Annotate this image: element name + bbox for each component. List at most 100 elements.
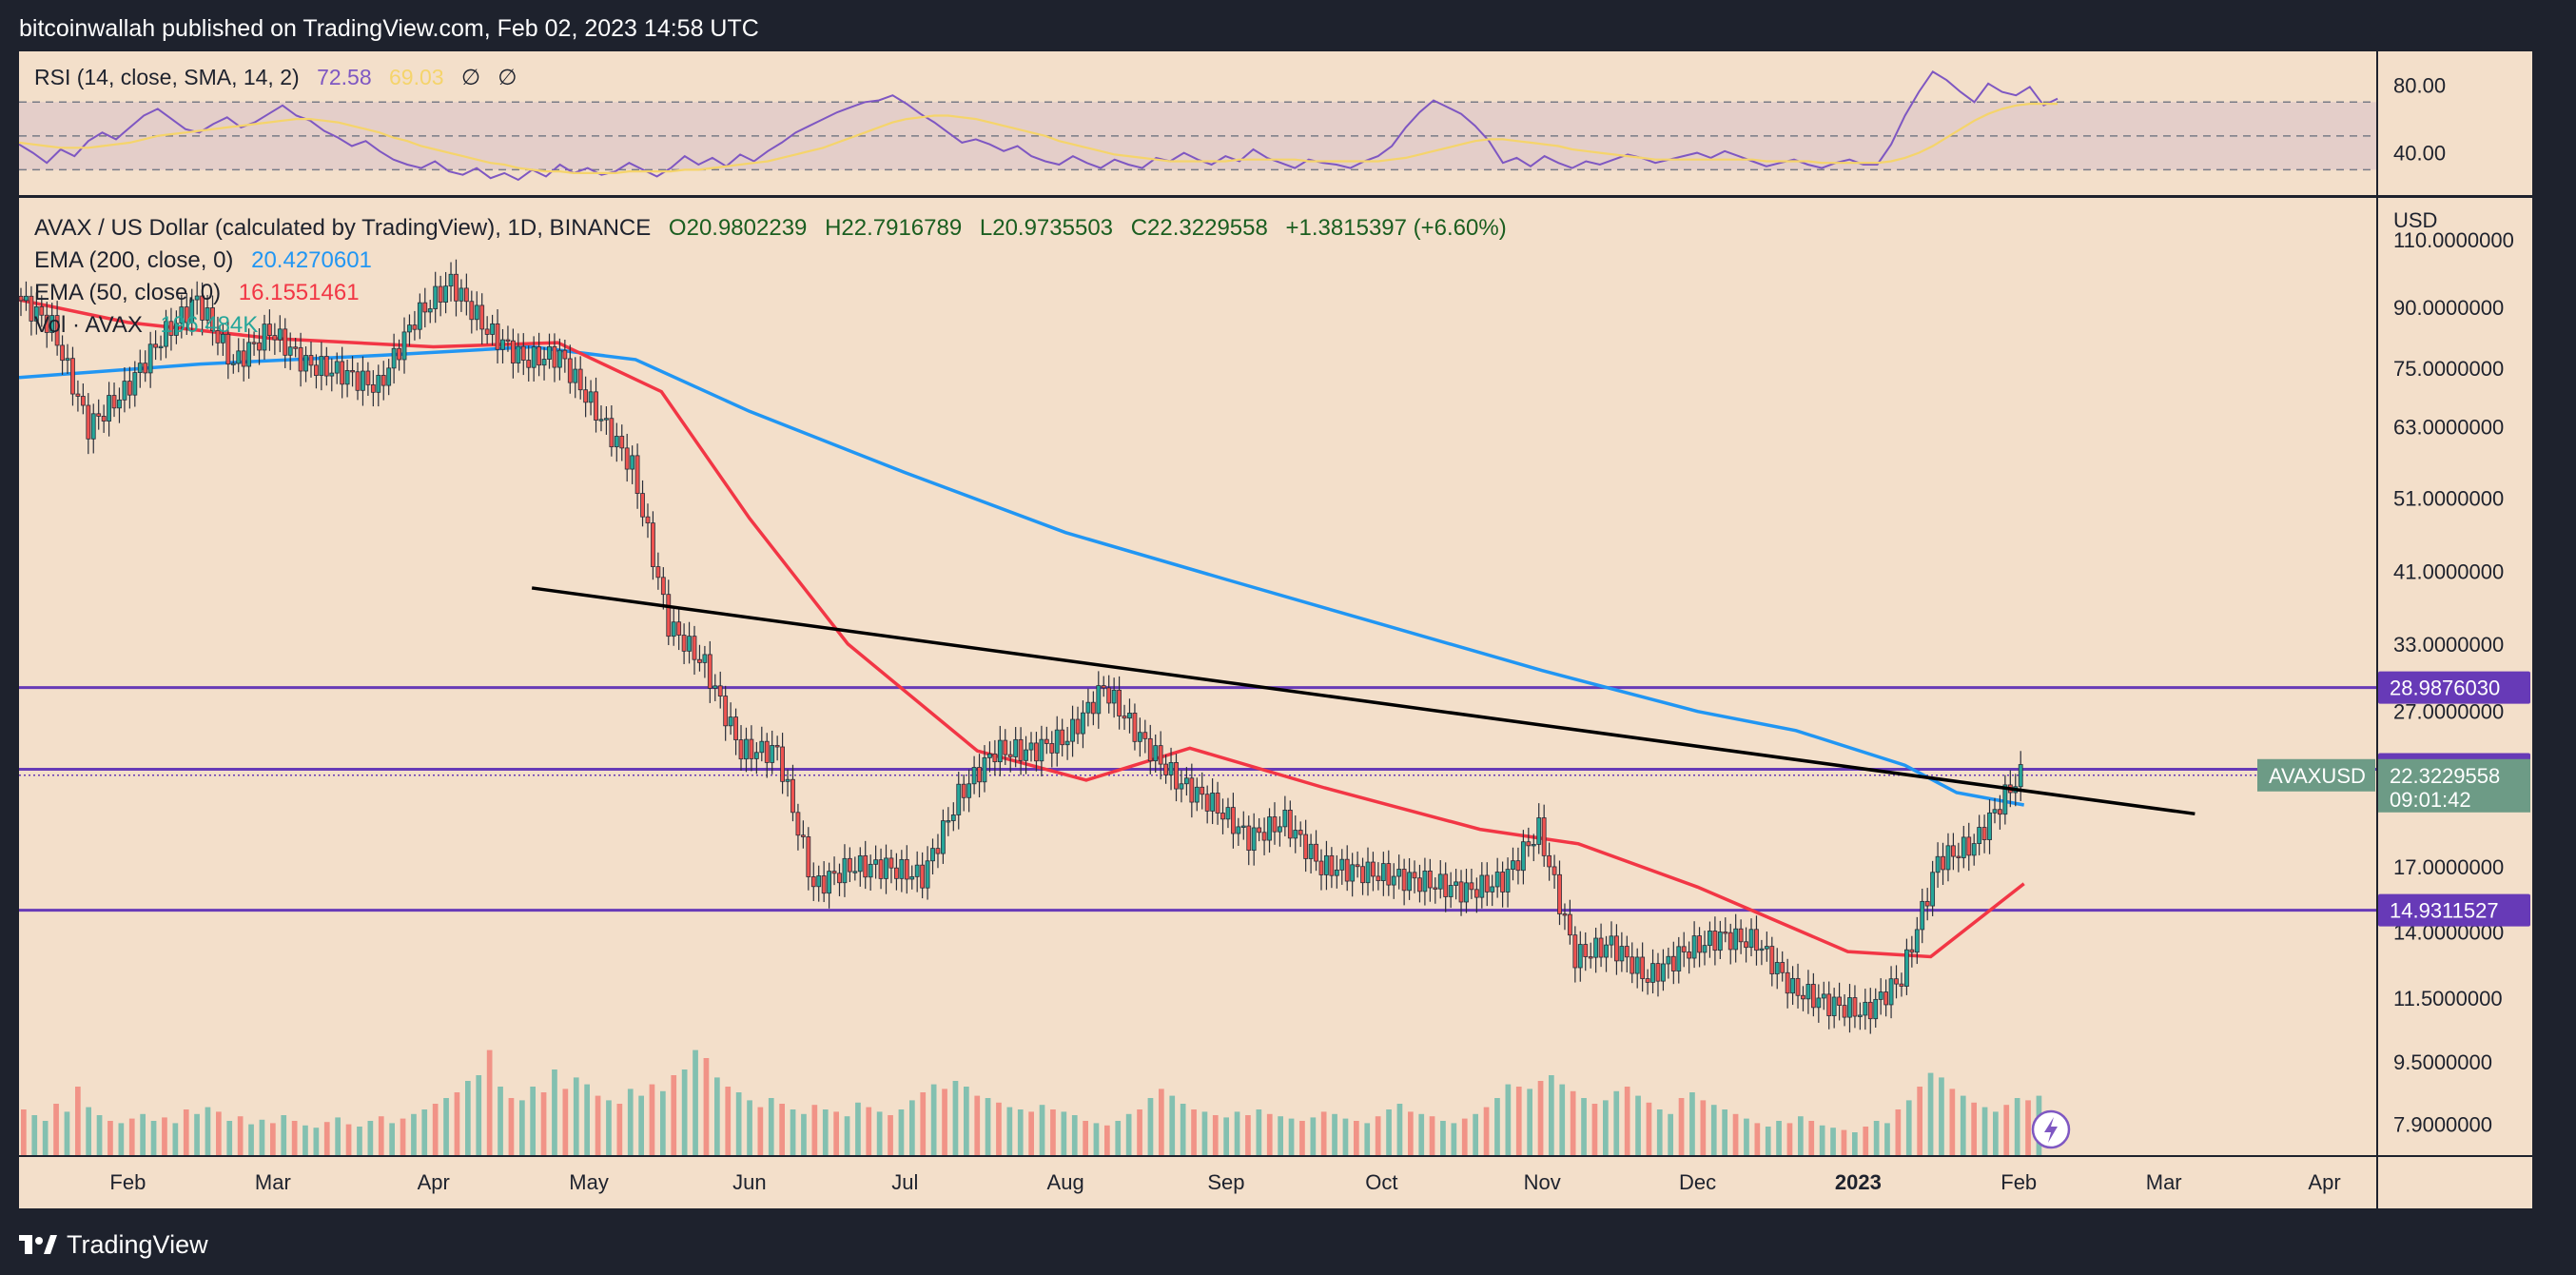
candle bbox=[992, 739, 998, 775]
candle-body bbox=[469, 301, 475, 321]
footer-brand-label: TradingView bbox=[67, 1229, 208, 1259]
volume-bar bbox=[367, 1121, 374, 1155]
volume-bar bbox=[313, 1128, 320, 1155]
candle-body bbox=[1624, 946, 1630, 958]
candle-body bbox=[1951, 845, 1956, 857]
candle-body bbox=[516, 345, 521, 363]
volume-bar bbox=[237, 1116, 244, 1155]
ema50-line bbox=[19, 298, 2025, 959]
volume-bar bbox=[1949, 1089, 1956, 1155]
time-tick-label-4: Jun bbox=[732, 1170, 766, 1194]
candle-body bbox=[147, 343, 153, 374]
volume-bar bbox=[1332, 1113, 1337, 1155]
candle bbox=[1339, 849, 1345, 885]
candle-body bbox=[1909, 949, 1915, 953]
candle-body bbox=[1200, 786, 1205, 795]
candle-body bbox=[1329, 854, 1335, 876]
volume-bar bbox=[75, 1087, 81, 1155]
candle-body bbox=[774, 745, 780, 748]
candle bbox=[1878, 978, 1883, 1015]
candle bbox=[241, 338, 246, 382]
candle-body bbox=[1168, 761, 1174, 775]
candle bbox=[19, 287, 24, 317]
candle bbox=[277, 315, 283, 353]
volume-bar bbox=[42, 1121, 49, 1155]
candle bbox=[215, 316, 221, 356]
candle bbox=[687, 621, 692, 664]
rsi-legend-empty-2: ∅ bbox=[498, 65, 517, 89]
volume-bar bbox=[1028, 1111, 1034, 1155]
footer-brand[interactable]: TradingView bbox=[19, 1226, 208, 1264]
candle-body bbox=[1536, 817, 1542, 845]
candle bbox=[878, 848, 884, 890]
volume-bar bbox=[1017, 1109, 1024, 1155]
candle bbox=[1619, 932, 1625, 972]
candle-body bbox=[655, 566, 661, 579]
candle bbox=[355, 363, 361, 401]
candle bbox=[847, 847, 852, 882]
candle bbox=[1687, 941, 1692, 974]
chart-frame[interactable]: 80.00 40.00 USD 110.0000000 90.0000000 75.000… bbox=[19, 51, 2532, 1208]
candle bbox=[474, 291, 479, 331]
candle bbox=[733, 708, 738, 755]
volume-bar bbox=[1256, 1109, 1262, 1155]
candle bbox=[749, 725, 754, 772]
volume-bar bbox=[584, 1084, 590, 1155]
volume-bar bbox=[248, 1124, 254, 1155]
candle bbox=[552, 333, 557, 382]
volume-bar bbox=[1137, 1109, 1142, 1155]
candle-body bbox=[831, 871, 837, 874]
candle bbox=[1183, 767, 1189, 796]
candle-body bbox=[1780, 962, 1786, 973]
candle-body bbox=[1526, 841, 1532, 847]
candle bbox=[630, 445, 635, 484]
volume-bar bbox=[627, 1089, 634, 1155]
ema50-label: EMA (50, close, 0) bbox=[34, 280, 222, 305]
volume-bar bbox=[1159, 1089, 1164, 1155]
candle bbox=[1261, 817, 1267, 855]
candle-body bbox=[753, 752, 759, 759]
candle bbox=[1867, 988, 1873, 1034]
candle bbox=[1479, 862, 1485, 909]
candle-body bbox=[1816, 997, 1822, 1009]
price-tick-label-12: 7.9000000 bbox=[2393, 1112, 2492, 1136]
time-tick-label-3: May bbox=[569, 1170, 609, 1194]
candle-body bbox=[1930, 872, 1936, 907]
candle-body bbox=[1293, 830, 1298, 839]
candle bbox=[1081, 700, 1085, 749]
candle bbox=[712, 674, 718, 702]
candle bbox=[1904, 938, 1909, 995]
candle bbox=[1251, 813, 1257, 866]
volume-bar bbox=[1678, 1098, 1685, 1155]
candle-body bbox=[827, 871, 831, 894]
candle bbox=[1583, 932, 1589, 971]
candle bbox=[200, 282, 205, 336]
candle-body bbox=[1085, 701, 1091, 714]
candle bbox=[319, 342, 324, 391]
candle-body bbox=[272, 335, 278, 341]
candle bbox=[1645, 969, 1650, 995]
candle-body bbox=[1458, 881, 1464, 903]
candle bbox=[868, 854, 873, 892]
volume-bar bbox=[1905, 1100, 1912, 1155]
candle-body bbox=[1433, 887, 1438, 890]
candle-body bbox=[785, 778, 790, 782]
candle bbox=[427, 300, 433, 324]
candle-body bbox=[1801, 994, 1805, 1000]
volume-bar bbox=[1050, 1109, 1056, 1155]
candle bbox=[982, 745, 987, 793]
candle-body bbox=[598, 419, 604, 422]
candle-body bbox=[1158, 745, 1163, 765]
candle bbox=[417, 293, 422, 340]
volume-bar bbox=[476, 1075, 482, 1155]
candle-body bbox=[1878, 991, 1883, 1000]
candle bbox=[1194, 777, 1200, 812]
candle bbox=[520, 333, 526, 376]
candle-body bbox=[1821, 993, 1826, 999]
candle bbox=[397, 339, 401, 371]
ema200-value: 20.4270601 bbox=[251, 247, 372, 273]
volume-bar bbox=[1689, 1092, 1695, 1155]
price-tick-label-8: 17.0000000 bbox=[2393, 855, 2504, 879]
candle bbox=[697, 644, 702, 672]
